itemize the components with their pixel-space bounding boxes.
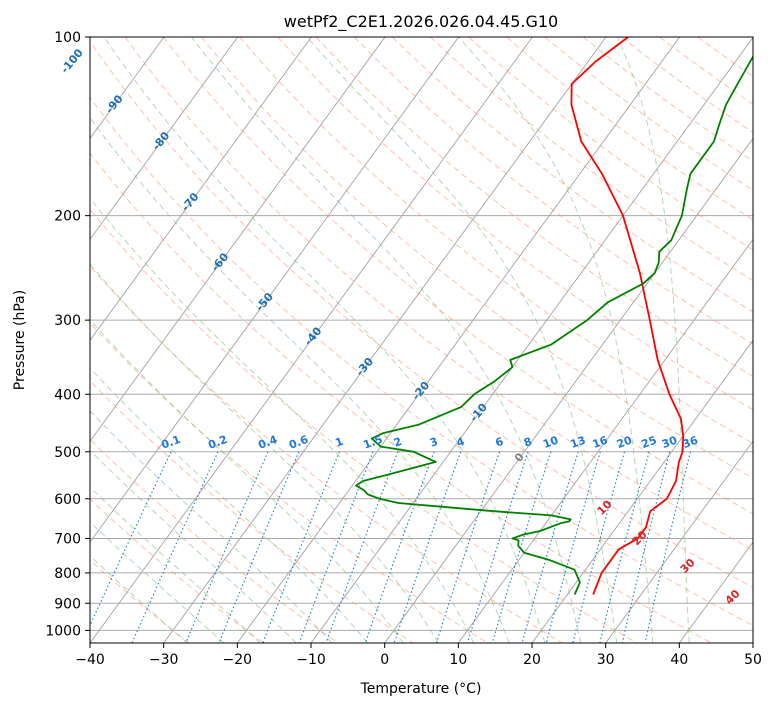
x-tick-label: 30 bbox=[597, 652, 615, 668]
y-tick-label: 400 bbox=[54, 387, 81, 403]
y-tick-label: 900 bbox=[54, 596, 81, 612]
y-tick-label: 200 bbox=[54, 209, 81, 225]
x-tick-label: −40 bbox=[75, 652, 105, 668]
x-tick-label: 10 bbox=[449, 652, 467, 668]
x-axis-label: Temperature (°C) bbox=[360, 681, 482, 697]
y-axis-label: Pressure (hPa) bbox=[12, 290, 28, 390]
y-tick-label: 800 bbox=[54, 566, 81, 582]
y-tick-label: 100 bbox=[54, 30, 81, 46]
x-tick-label: 50 bbox=[744, 652, 762, 668]
x-tick-label: 20 bbox=[523, 652, 541, 668]
y-tick-label: 500 bbox=[54, 445, 81, 461]
y-tick-label: 700 bbox=[54, 532, 81, 548]
chart-title: wetPf2_C2E1.2026.026.04.45.G10 bbox=[284, 12, 558, 32]
x-tick-label: 40 bbox=[670, 652, 688, 668]
y-tick-label: 1000 bbox=[45, 623, 81, 639]
x-tick-label: −30 bbox=[149, 652, 179, 668]
y-tick-label: 300 bbox=[54, 313, 81, 329]
x-tick-label: −20 bbox=[223, 652, 253, 668]
y-tick-label: 600 bbox=[54, 492, 81, 508]
x-tick-label: −10 bbox=[296, 652, 326, 668]
x-tick-label: 0 bbox=[380, 652, 389, 668]
